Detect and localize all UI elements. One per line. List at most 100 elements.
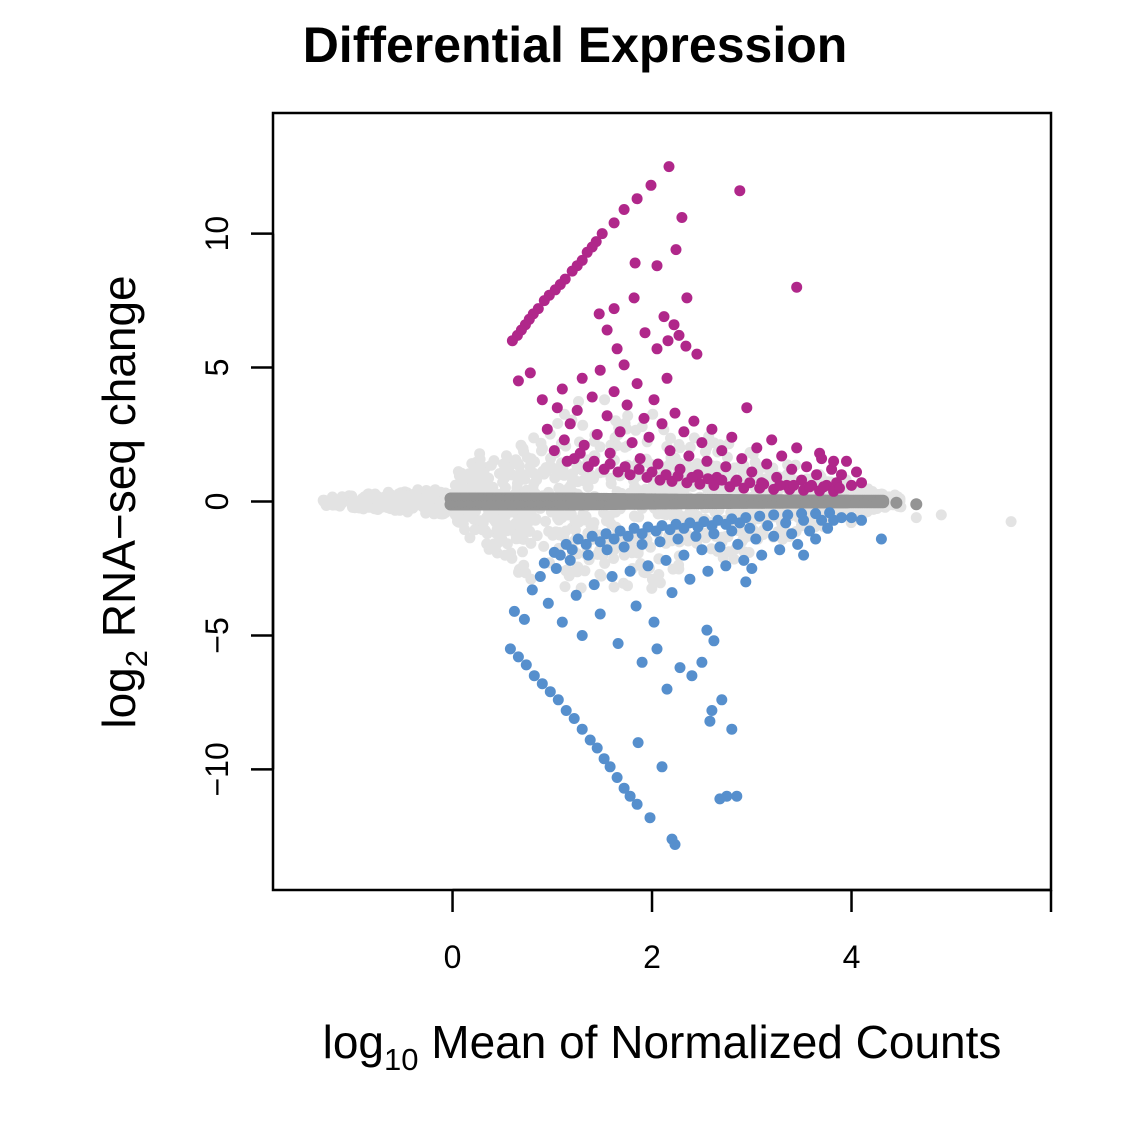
up-regulated-point [638, 412, 650, 424]
down-regulated-point [550, 563, 562, 574]
down-regulated-point [666, 833, 678, 845]
background-point [512, 458, 524, 470]
background-point [560, 565, 572, 577]
background-point [497, 510, 509, 522]
down-regulated-point [822, 522, 834, 534]
up-regulated-point [672, 470, 684, 482]
up-regulated-point [761, 458, 773, 470]
down-regulated-point [584, 734, 596, 746]
background-point [452, 515, 463, 527]
down-regulated-point [786, 528, 798, 540]
down-regulated-point [846, 512, 857, 524]
up-regulated-point [611, 343, 623, 355]
down-regulated-point [701, 624, 713, 636]
background-point [554, 529, 566, 541]
up-regulated-point [556, 383, 568, 395]
up-regulated-point [801, 461, 813, 473]
down-regulated-point [604, 761, 616, 773]
non-significant-point [890, 496, 903, 509]
background-point [499, 482, 511, 494]
background-point [608, 553, 620, 564]
up-regulated-point [680, 340, 692, 352]
up-regulated-point [706, 423, 718, 435]
up-regulated-point [548, 445, 560, 457]
down-regulated-point [651, 643, 663, 655]
down-regulated-point [572, 533, 584, 545]
background-point [525, 537, 537, 549]
down-regulated-points [504, 507, 887, 850]
background-point [502, 466, 514, 478]
background-point [605, 478, 617, 490]
down-regulated-point [560, 705, 572, 716]
up-regulated-point [656, 418, 668, 430]
background-point [585, 519, 597, 531]
down-regulated-point [618, 782, 630, 794]
background-point [610, 415, 622, 427]
down-regulated-point [632, 737, 644, 749]
background-point [910, 512, 922, 524]
up-regulated-point [688, 415, 700, 427]
up-regulated-point [804, 481, 816, 493]
down-regulated-point [542, 597, 554, 609]
up-regulated-point [683, 450, 695, 462]
up-regulated-point [661, 372, 673, 384]
up-regulated-point [506, 335, 518, 347]
background-point [540, 462, 552, 474]
background-point [608, 581, 620, 593]
background-point [421, 496, 433, 508]
up-regulated-point [758, 478, 770, 490]
up-regulated-point [736, 453, 748, 465]
down-regulated-point [538, 557, 550, 569]
background-point [935, 509, 947, 521]
background-point [469, 524, 481, 536]
down-regulated-point [875, 533, 887, 545]
up-regulated-point [608, 303, 620, 315]
down-regulated-point [566, 544, 578, 556]
up-regulated-point [701, 455, 713, 467]
down-regulated-point [526, 584, 538, 596]
up-regulated-point [631, 193, 643, 205]
y-axis: −10 −5 0 5 10 [199, 216, 275, 797]
background-point [646, 582, 658, 594]
up-regulated-point [726, 431, 738, 443]
background-point [549, 472, 561, 484]
background-point [569, 515, 581, 527]
down-regulated-point [754, 510, 766, 522]
up-regulated-point [576, 372, 588, 384]
up-regulated-point [551, 402, 563, 414]
background-point [459, 524, 471, 536]
background-point [487, 510, 499, 522]
up-regulated-point [670, 244, 682, 256]
background-point [501, 538, 513, 550]
down-regulated-point [564, 554, 576, 566]
down-regulated-point [591, 742, 603, 754]
down-regulated-point [732, 538, 744, 550]
down-regulated-point [554, 549, 566, 561]
down-regulated-point [731, 790, 743, 802]
background-point [557, 464, 569, 475]
up-regulated-point [818, 481, 830, 493]
up-regulated-point [571, 404, 583, 416]
background-point [489, 542, 501, 554]
background-point [553, 482, 565, 494]
background-point [577, 419, 589, 431]
down-regulated-point [536, 678, 548, 690]
up-regulated-point [788, 479, 800, 491]
up-regulated-point [524, 367, 536, 379]
up-regulated-point [626, 437, 638, 449]
down-regulated-point [654, 536, 666, 548]
down-regulated-point [504, 643, 516, 655]
up-regulated-points [506, 161, 867, 497]
up-regulated-point [652, 458, 664, 470]
background-point [515, 513, 527, 525]
up-regulated-point [691, 348, 703, 360]
y-axis-title: log2 RNA−seq change [93, 275, 154, 728]
down-regulated-point [798, 549, 810, 561]
down-regulated-point [624, 565, 636, 577]
background-point [699, 446, 711, 458]
x-tick-label: 4 [843, 939, 861, 975]
down-regulated-point [642, 560, 654, 572]
background-point [474, 448, 486, 460]
up-regulated-point [601, 410, 613, 422]
